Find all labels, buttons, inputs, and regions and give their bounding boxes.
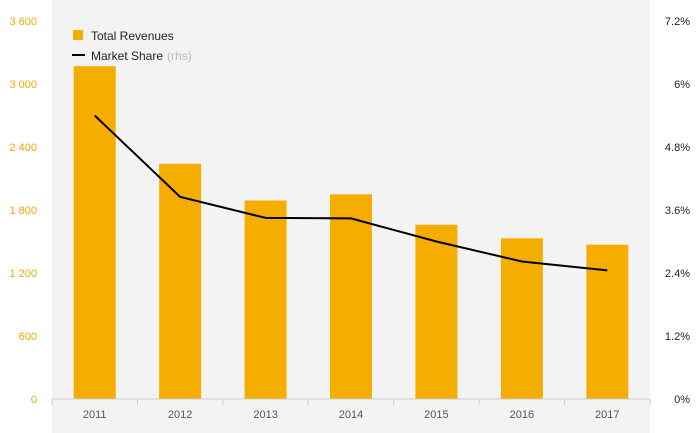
legend: Total Revenues Market Share (rhs) xyxy=(72,29,192,63)
x-tick-label-2017: 2017 xyxy=(595,409,619,421)
bar-2015 xyxy=(415,224,458,399)
left-tick-label: 1 200 xyxy=(9,268,37,280)
legend-label-market-share: Market Share (rhs) xyxy=(91,49,192,63)
x-tick-label-2014: 2014 xyxy=(339,409,363,421)
legend-label-total-revenues: Total Revenues xyxy=(91,29,174,43)
bar-2014 xyxy=(330,194,372,400)
right-tick-label: 6% xyxy=(674,79,690,91)
bar-2017 xyxy=(586,244,629,399)
right-tick-label: 0% xyxy=(674,394,690,406)
right-tick-label: 3.6% xyxy=(665,205,690,217)
legend-note-rhs: (rhs) xyxy=(167,49,192,63)
x-tick-label-2011: 2011 xyxy=(83,409,107,421)
right-tick-label: 2.4% xyxy=(665,268,690,280)
right-tick-label: 7.2% xyxy=(665,16,690,28)
left-tick-label: 3 600 xyxy=(9,16,37,28)
left-tick-label: 0 xyxy=(31,394,37,406)
right-tick-label: 4.8% xyxy=(665,142,690,154)
x-tick-label-2016: 2016 xyxy=(510,409,534,421)
x-tick-label-2013: 2013 xyxy=(253,409,277,421)
market-share-line xyxy=(94,114,608,272)
left-tick-label: 3 000 xyxy=(9,79,37,91)
legend-swatch-total-revenues xyxy=(73,30,83,40)
x-tick-label-2012: 2012 xyxy=(168,409,192,421)
left-tick-label: 1 800 xyxy=(9,205,37,217)
right-tick-label: 1.2% xyxy=(665,331,690,343)
bar-series xyxy=(73,66,629,400)
left-tick-label: 600 xyxy=(19,331,37,343)
bar-2016 xyxy=(500,238,543,399)
bar-2012 xyxy=(159,163,202,399)
x-axis-ticks: 2011 2012 2013 2014 2015 2016 2017 xyxy=(51,399,651,421)
bar-2011 xyxy=(73,66,116,399)
x-tick-label-2015: 2015 xyxy=(424,409,448,421)
left-axis-ticks: 0 600 1 200 1 800 2 400 3 000 3 600 xyxy=(9,16,37,406)
right-axis-ticks: 0% 1.2% 2.4% 3.6% 4.8% 6% 7.2% xyxy=(665,16,690,406)
bar-2013 xyxy=(244,200,287,399)
legend-label-market-share-text: Market Share xyxy=(91,49,163,63)
left-tick-label: 2 400 xyxy=(9,142,37,154)
